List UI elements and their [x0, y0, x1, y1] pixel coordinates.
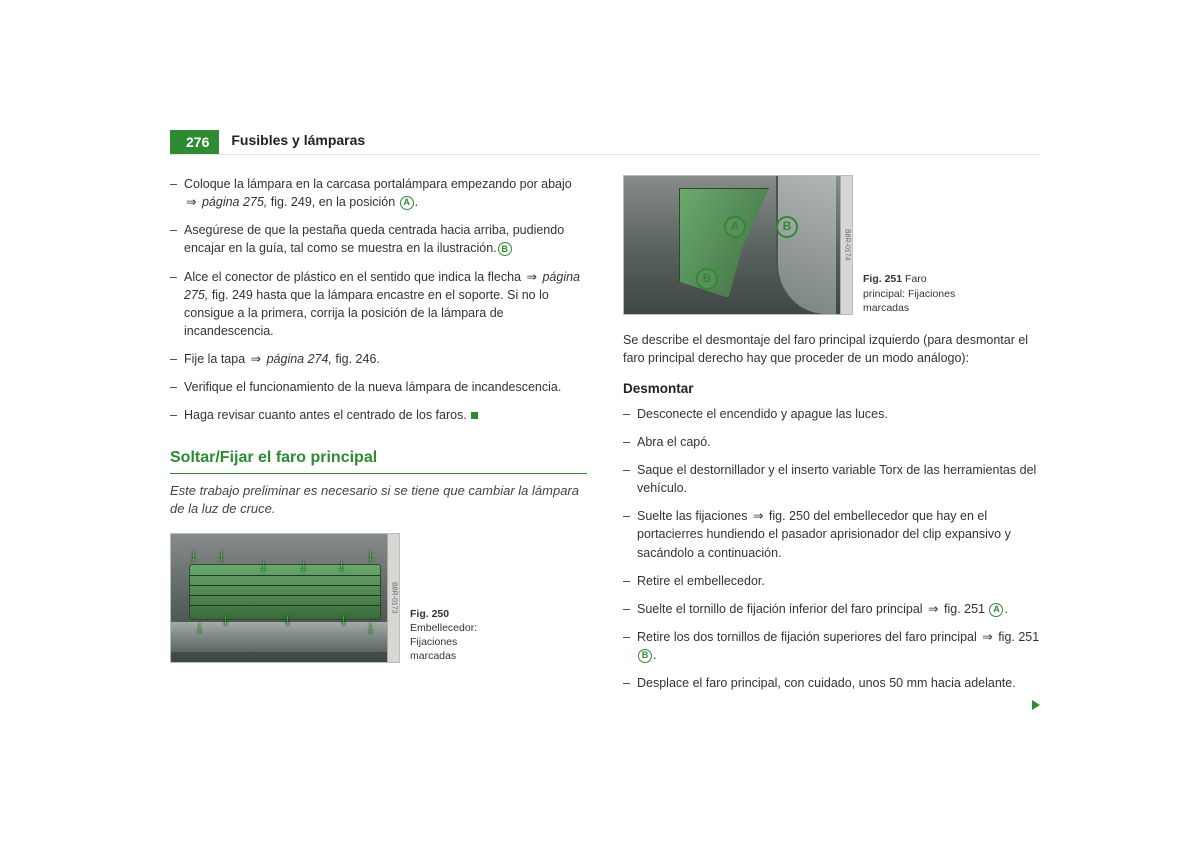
- list-dash: –: [623, 405, 637, 423]
- list-dash: –: [170, 175, 184, 211]
- list-dash: –: [623, 674, 637, 692]
- fig250-text: Embellecedor: Fijaciones marcadas: [410, 622, 477, 662]
- list-text: Retire el embellecedor.: [637, 572, 765, 590]
- list-dash: –: [623, 600, 637, 618]
- figure-250-row: B8R-0173 ↓ ↓ ↓ ↓ ↓ ↓ ↓ ↓ ↓ ↓ ↓ Fig. 250 Embelleced…: [170, 533, 587, 663]
- subsection-heading: Desmontar: [623, 379, 1040, 399]
- ref-arrow-icon: [751, 509, 765, 523]
- list-item: –Retire el embellecedor.: [623, 572, 1040, 590]
- list-text: Desconecte el encendido y apague las luc…: [637, 405, 888, 423]
- list-item: –Saque el destornillador y el inserto va…: [623, 461, 1040, 497]
- list-item: –Asegúrese de que la pestaña queda centr…: [170, 221, 587, 257]
- fig251-no: Fig. 251: [863, 273, 902, 285]
- list-dash: –: [623, 461, 637, 497]
- circled-ref-a: A: [989, 603, 1003, 617]
- list-item: –Suelte las fijaciones fig. 250 del embe…: [623, 507, 1040, 561]
- left-column: –Coloque la lámpara en la carcasa portal…: [170, 175, 587, 702]
- page-number: 276: [170, 130, 219, 154]
- ref-arrow-icon: [926, 602, 940, 616]
- section-heading: Soltar/Fijar el faro principal: [170, 446, 587, 473]
- instruction-list-right: –Desconecte el encendido y apague las lu…: [623, 405, 1040, 693]
- circled-ref-b: B: [638, 649, 652, 663]
- section-subhead: Este trabajo preliminar es necesario si …: [170, 482, 587, 520]
- list-item: –Retire los dos tornillos de fijación su…: [623, 628, 1040, 664]
- list-dash: –: [623, 628, 637, 664]
- list-text: Fije la tapa página 274, fig. 246.: [184, 350, 380, 368]
- list-item: –Haga revisar cuanto antes el centrado d…: [170, 406, 587, 424]
- list-item: –Alce el conector de plástico en el sent…: [170, 268, 587, 341]
- content-columns: –Coloque la lámpara en la carcasa portal…: [170, 175, 1040, 702]
- fig251-code: B8R-0174: [840, 176, 852, 314]
- down-arrow-icon: ↓: [366, 542, 375, 568]
- ref-arrow-icon: [184, 195, 198, 209]
- list-dash: –: [170, 350, 184, 368]
- list-dash: –: [623, 433, 637, 451]
- list-dash: –: [170, 406, 184, 424]
- down-arrow-icon: ↓: [259, 552, 268, 578]
- circled-ref-b: B: [498, 242, 512, 256]
- list-text: Abra el capó.: [637, 433, 711, 451]
- fig250-no: Fig. 250: [410, 608, 449, 620]
- list-text: Retire los dos tornillos de fijación sup…: [637, 628, 1040, 664]
- list-text: Coloque la lámpara en la carcasa portalá…: [184, 175, 587, 211]
- list-dash: –: [170, 221, 184, 257]
- page-ref: página 275,: [184, 270, 580, 302]
- list-text: Asegúrese de que la pestaña queda centra…: [184, 221, 587, 257]
- figure-251-caption: Fig. 251 Faro principal: Fijaciones marc…: [863, 272, 959, 315]
- down-arrow-icon: ↓: [299, 552, 308, 578]
- list-text: Alce el conector de plástico en el senti…: [184, 268, 587, 341]
- figure-250-image: B8R-0173 ↓ ↓ ↓ ↓ ↓ ↓ ↓ ↓ ↓ ↓ ↓: [170, 533, 400, 663]
- ref-arrow-icon: [249, 352, 263, 366]
- marker-a: A: [724, 216, 746, 238]
- down-arrow-icon: ↓: [217, 542, 226, 568]
- down-arrow-icon: ↓: [283, 606, 292, 632]
- fig250-code: B8R-0173: [387, 534, 399, 662]
- figure-250-caption: Fig. 250 Embellecedor: Fijaciones marcad…: [410, 607, 506, 664]
- figure-251-image: B8R-0174 A B B: [623, 175, 853, 315]
- fig251-panel: [776, 176, 836, 314]
- ref-arrow-icon: [980, 630, 994, 644]
- list-item: –Desplace el faro principal, con cuidado…: [623, 674, 1040, 692]
- list-dash: –: [623, 507, 637, 561]
- figure-251-row: B8R-0174 A B B Fig. 251 Faro principal: Fi…: [623, 175, 1040, 315]
- down-arrow-icon: ↓: [337, 552, 346, 578]
- down-arrow-icon: ↓: [221, 606, 230, 632]
- right-column: B8R-0174 A B B Fig. 251 Faro principal: Fi…: [623, 175, 1040, 702]
- list-item: –Fije la tapa página 274, fig. 246.: [170, 350, 587, 368]
- list-item: –Coloque la lámpara en la carcasa portal…: [170, 175, 587, 211]
- list-item: –Abra el capó.: [623, 433, 1040, 451]
- down-arrow-icon: ↓: [339, 606, 348, 632]
- list-text: Suelte las fijaciones fig. 250 del embel…: [637, 507, 1040, 561]
- page-ref: página 274,: [263, 352, 332, 366]
- list-item: –Desconecte el encendido y apague las lu…: [623, 405, 1040, 423]
- down-arrow-icon: ↓: [195, 614, 204, 640]
- list-text: Verifique el funcionamiento de la nueva …: [184, 378, 561, 396]
- list-text: Desplace el faro principal, con cuidado,…: [637, 674, 1016, 692]
- continue-arrow-icon: [1032, 700, 1040, 710]
- end-mark-icon: [471, 412, 478, 419]
- list-text: Saque el destornillador y el inserto var…: [637, 461, 1040, 497]
- page: 276 Fusibles y lámparas –Coloque la lámp…: [170, 130, 1040, 702]
- list-item: –Suelte el tornillo de fijación inferior…: [623, 600, 1040, 618]
- marker-b: B: [696, 268, 718, 290]
- fig251-bracket: [679, 188, 769, 298]
- marker-b: B: [776, 216, 798, 238]
- right-description: Se describe el desmontaje del faro princ…: [623, 331, 1040, 367]
- list-dash: –: [623, 572, 637, 590]
- list-item: –Verifique el funcionamiento de la nueva…: [170, 378, 587, 396]
- chapter-title: Fusibles y lámparas: [231, 132, 365, 152]
- circled-ref-a: A: [400, 196, 414, 210]
- instruction-list-left: –Coloque la lámpara en la carcasa portal…: [170, 175, 587, 424]
- down-arrow-icon: ↓: [366, 614, 375, 640]
- ref-arrow-icon: [525, 270, 539, 284]
- page-header: 276 Fusibles y lámparas: [170, 130, 1040, 155]
- list-text: Haga revisar cuanto antes el centrado de…: [184, 406, 478, 424]
- page-ref: página 275,: [198, 195, 267, 209]
- down-arrow-icon: ↓: [189, 542, 198, 568]
- list-dash: –: [170, 378, 184, 396]
- list-dash: –: [170, 268, 184, 341]
- list-text: Suelte el tornillo de fijación inferior …: [637, 600, 1008, 618]
